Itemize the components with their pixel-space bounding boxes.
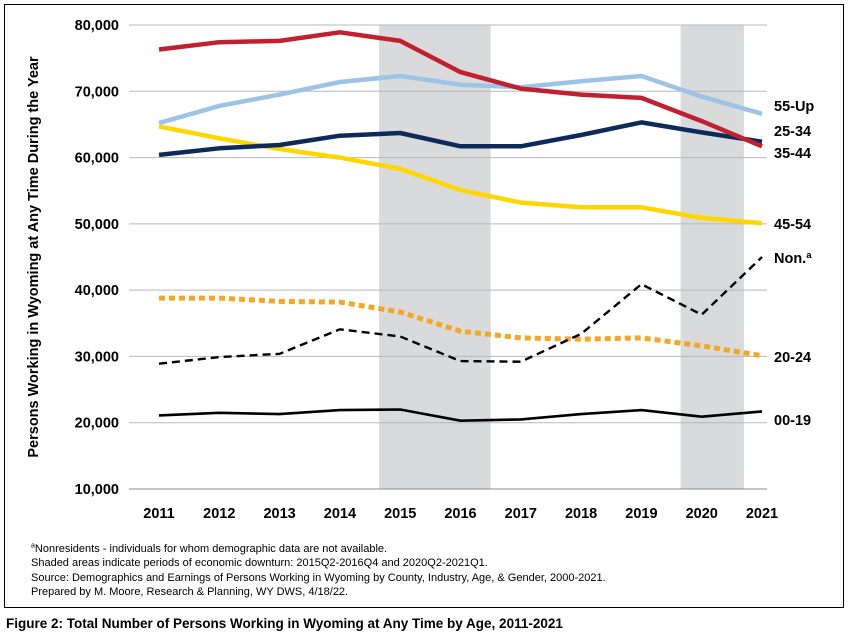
x-tick-label: 2016 [444, 506, 476, 522]
x-tick-label: 2018 [565, 506, 597, 522]
x-tick-label: 2014 [324, 506, 356, 522]
y-tick-label: 30,000 [75, 349, 119, 365]
x-tick-label: 2019 [625, 506, 657, 522]
x-tick-label: 2020 [686, 506, 718, 522]
line-chart: 10,000 20,000 30,000 40,000 50,000 60,000 70,0… [26, 18, 814, 522]
y-tick-label: 70,000 [75, 84, 119, 100]
prepared-by-note: Prepared by M. Moore, Research & Plannin… [31, 585, 349, 598]
footnote-marker: a [31, 542, 35, 550]
series-label-4554: 45-54 [774, 217, 811, 233]
figure-frame: 10,000 20,000 30,000 40,000 50,000 60,000 70,0… [4, 4, 844, 608]
series-line-55up [158, 73, 763, 126]
series-line-2534 [158, 120, 763, 158]
series-label-0019: 00-19 [774, 413, 811, 429]
series-line-non [158, 256, 763, 365]
x-tick-label: 2011 [143, 506, 174, 522]
y-tick-label: 40,000 [75, 283, 119, 299]
y-axis-label: Persons Working in Wyoming at Any Time D… [26, 56, 42, 458]
footnote-nonresidents: aNonresidents - individuals for whom dem… [31, 542, 606, 556]
series-label-2024: 20-24 [774, 350, 811, 366]
x-tick-label: 2012 [203, 506, 235, 522]
y-tick-label: 80,000 [75, 18, 119, 34]
series-line-3544 [158, 30, 763, 149]
y-tick-label: 60,000 [75, 151, 119, 167]
y-tick-label: 20,000 [75, 416, 119, 432]
y-tick-label: 50,000 [75, 217, 119, 233]
x-tick-label: 2021 [746, 506, 778, 522]
recession-band-1 [379, 25, 491, 489]
series-label-non: Non.ª [774, 251, 812, 267]
series-line-2024 [159, 295, 763, 359]
shaded-areas-note: Shaded areas indicate periods of economi… [31, 557, 488, 570]
x-tick-label: 2013 [263, 506, 295, 522]
y-tick-label: 10,000 [75, 482, 119, 498]
source-note: Source: Demographics and Earnings of Per… [31, 571, 606, 584]
figure-caption: Figure 2: Total Number of Persons Workin… [6, 616, 563, 631]
recession-band-2 [680, 25, 744, 489]
x-tick-label: 2015 [384, 506, 416, 522]
series-label-55up: 55-Up [774, 99, 814, 115]
footnote-text: Nonresidents - individuals for whom demo… [34, 543, 388, 555]
chart-notes: aNonresidents - individuals for whom dem… [31, 542, 606, 599]
series-label-3544: 35-44 [774, 146, 811, 162]
x-tick-label: 2017 [505, 506, 537, 522]
series-line-0019 [158, 408, 763, 423]
series-label-2534: 25-34 [774, 124, 811, 140]
